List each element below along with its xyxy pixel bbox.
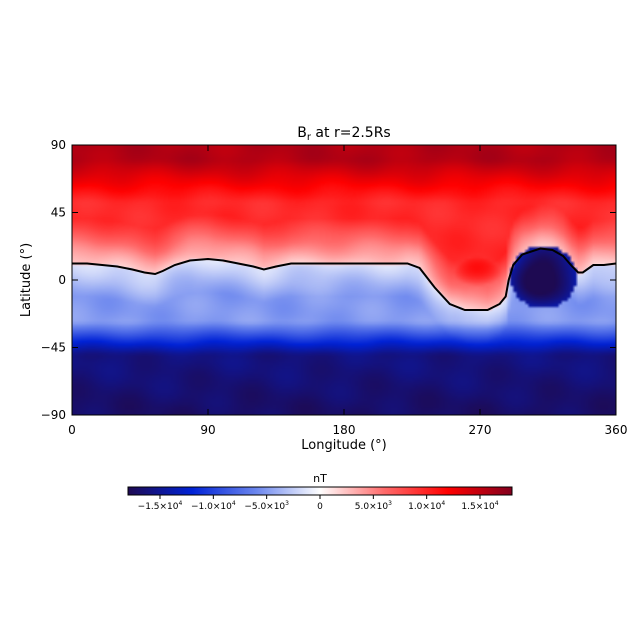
colorbar-tick-label: −1.0×104 [191, 500, 236, 512]
colorbar-tick-label: 0 [317, 502, 323, 512]
x-tick-label: 270 [469, 423, 492, 437]
y-axis-label: Latitude (°) [19, 243, 34, 317]
x-axis-ticks: 0 90 180 270 360 [68, 145, 627, 437]
y-tick-label: 0 [58, 273, 66, 287]
heatmap-area [72, 145, 616, 415]
chart-title: Br at r=2.5Rs [297, 125, 390, 143]
x-tick-label: 0 [68, 423, 76, 437]
y-tick-label: −45 [41, 341, 66, 355]
y-tick-label: −90 [41, 408, 66, 422]
colorbar-tick-label: −5.0×103 [244, 500, 289, 512]
neutral-line [72, 247, 616, 311]
heatmap-image [72, 145, 616, 415]
colorbar-ticks: −1.5×104 −1.0×104 −5.0×103 0 5.0×103 1.0×104 1… [138, 495, 499, 512]
colorbar-tick-label: 1.0×104 [408, 500, 445, 512]
x-tick-label: 360 [605, 423, 628, 437]
colorbar-label: nT [313, 472, 327, 485]
colorbar-tick-label: −1.5×104 [138, 500, 183, 512]
x-tick-label: 180 [333, 423, 356, 437]
colorbar-tick-label: 5.0×103 [355, 500, 392, 512]
colorbar-tick-label: 1.5×104 [461, 500, 498, 512]
colorbar [127, 486, 513, 496]
y-tick-label: 45 [51, 206, 66, 220]
y-axis-ticks: 90 45 0 −45 −90 [41, 138, 616, 422]
x-axis-label: Longitude (°) [301, 438, 386, 453]
x-tick-label: 90 [200, 423, 215, 437]
y-tick-label: 90 [51, 138, 66, 152]
